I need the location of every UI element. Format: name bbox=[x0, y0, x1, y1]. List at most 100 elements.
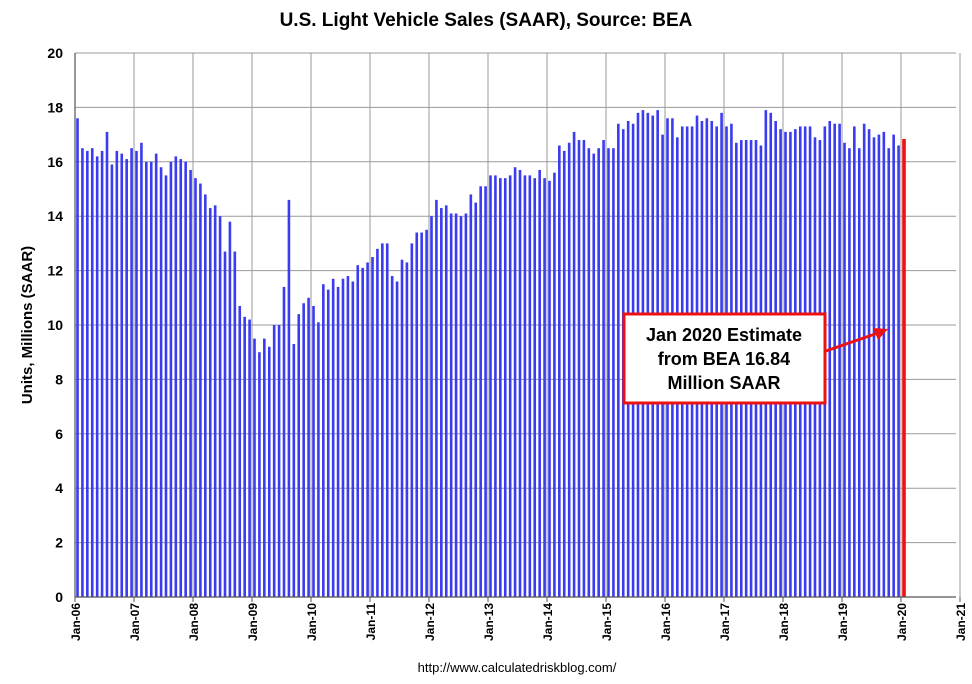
bar bbox=[105, 131, 109, 597]
bar bbox=[553, 172, 556, 597]
bar bbox=[484, 186, 487, 597]
bar bbox=[892, 134, 895, 597]
x-tick-label: Jan-09 bbox=[246, 603, 260, 641]
axes bbox=[74, 53, 961, 602]
x-tick-label: Jan-17 bbox=[718, 603, 732, 641]
bar bbox=[174, 156, 178, 598]
y-tick-label: 10 bbox=[47, 317, 63, 333]
bar bbox=[533, 178, 537, 597]
bar bbox=[528, 175, 532, 597]
bar bbox=[400, 259, 404, 597]
bar bbox=[282, 286, 286, 597]
bar bbox=[341, 278, 345, 597]
bar bbox=[351, 281, 355, 597]
bar bbox=[587, 148, 591, 597]
bar bbox=[223, 251, 227, 597]
y-tick-label: 18 bbox=[47, 99, 63, 115]
chart-title: U.S. Light Vehicle Sales (SAAR), Source:… bbox=[280, 10, 693, 31]
bar bbox=[184, 161, 187, 598]
bar bbox=[469, 194, 473, 597]
bar bbox=[410, 243, 414, 597]
bar bbox=[543, 178, 546, 597]
bar bbox=[228, 221, 232, 597]
bar bbox=[838, 123, 841, 597]
y-tick-label: 12 bbox=[47, 263, 63, 279]
bar bbox=[862, 123, 866, 597]
annotation-line-3: Million SAAR bbox=[668, 373, 781, 393]
bar bbox=[562, 150, 566, 598]
x-tick-label: Jan-18 bbox=[777, 603, 791, 641]
bar bbox=[307, 297, 310, 597]
bar bbox=[130, 148, 133, 597]
bar bbox=[523, 175, 527, 597]
bar bbox=[376, 248, 379, 597]
bar bbox=[149, 161, 153, 598]
y-tick-label: 2 bbox=[55, 535, 63, 551]
y-tick-label: 20 bbox=[47, 45, 63, 61]
bar bbox=[90, 148, 94, 597]
bar bbox=[513, 167, 517, 598]
bar bbox=[199, 183, 202, 597]
bar bbox=[479, 186, 482, 597]
bar bbox=[277, 325, 281, 597]
bar bbox=[169, 161, 173, 598]
x-tick-label: Jan-20 bbox=[895, 603, 909, 641]
bar bbox=[405, 262, 409, 597]
bar bbox=[253, 338, 256, 597]
bar-latest bbox=[902, 138, 906, 597]
x-tick-label: Jan-13 bbox=[482, 603, 496, 641]
bar bbox=[287, 199, 291, 597]
bar bbox=[828, 121, 832, 597]
bar bbox=[100, 150, 104, 598]
x-tick-label: Jan-19 bbox=[836, 603, 850, 641]
bar bbox=[120, 153, 124, 597]
x-tick-label: Jan-08 bbox=[187, 603, 201, 641]
y-tick-label: 4 bbox=[55, 480, 63, 496]
x-tick-label: Jan-14 bbox=[541, 603, 555, 641]
bar bbox=[115, 150, 119, 598]
bar bbox=[415, 232, 419, 597]
annotation-arrow-head bbox=[873, 328, 888, 340]
source-url: http://www.calculatedriskblog.com/ bbox=[418, 660, 617, 675]
annotation-line-2: from BEA 16.84 bbox=[658, 349, 790, 369]
bar bbox=[617, 123, 620, 597]
bar bbox=[76, 118, 79, 597]
y-tick-label: 16 bbox=[47, 154, 63, 170]
bar bbox=[489, 175, 492, 597]
bar bbox=[843, 142, 846, 597]
bar bbox=[444, 205, 448, 597]
bar bbox=[248, 319, 251, 597]
bar bbox=[159, 167, 163, 598]
bar bbox=[582, 140, 586, 598]
bar bbox=[86, 150, 89, 598]
bar bbox=[558, 145, 561, 598]
x-tick-label: Jan-15 bbox=[600, 603, 614, 641]
bar bbox=[390, 276, 394, 597]
x-tick-label: Jan-16 bbox=[659, 603, 673, 641]
bar bbox=[243, 316, 246, 597]
bar bbox=[110, 164, 114, 597]
x-tick-label: Jan-11 bbox=[364, 603, 378, 641]
bar bbox=[371, 257, 374, 597]
y-tick-labels: 0 2 4 6 8 10 12 14 16 18 20 bbox=[47, 45, 63, 605]
bar bbox=[361, 267, 364, 597]
bar bbox=[135, 150, 138, 598]
bar bbox=[877, 134, 881, 597]
bar bbox=[189, 169, 192, 597]
bar bbox=[154, 153, 158, 597]
bar bbox=[474, 202, 478, 597]
bar bbox=[302, 303, 305, 597]
bar bbox=[887, 148, 891, 597]
bar bbox=[420, 232, 423, 597]
bar bbox=[848, 148, 851, 597]
bar bbox=[272, 325, 276, 597]
bar bbox=[548, 180, 551, 597]
bar bbox=[326, 289, 330, 597]
bar bbox=[125, 159, 128, 597]
bar bbox=[567, 142, 571, 597]
bar bbox=[346, 276, 350, 597]
bar bbox=[607, 148, 610, 597]
grid bbox=[74, 52, 961, 598]
annotation: Jan 2020 Estimate from BEA 16.84 Million… bbox=[622, 312, 888, 405]
